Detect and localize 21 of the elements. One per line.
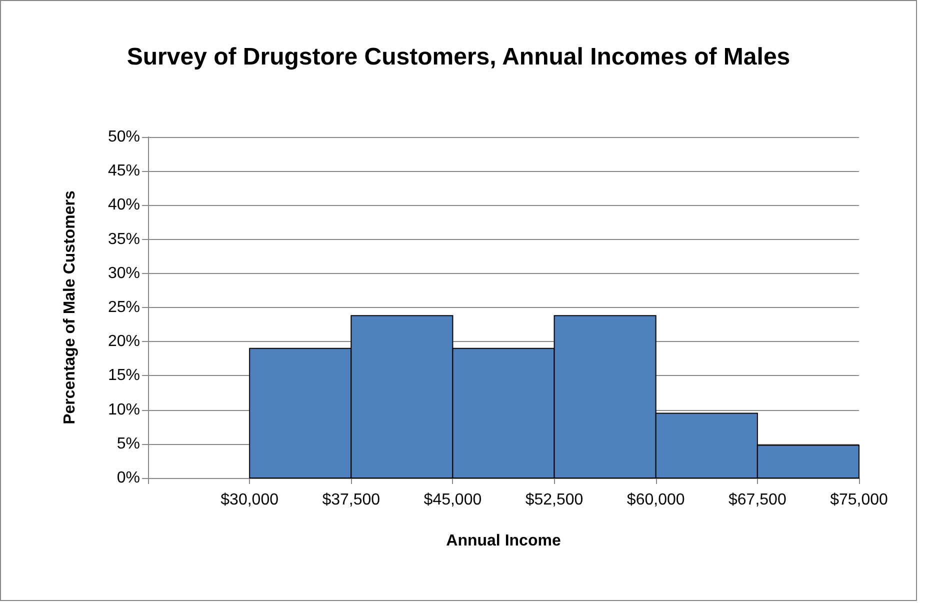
y-tick-label: 45% <box>108 162 140 180</box>
y-tick-label: 40% <box>108 196 140 214</box>
y-tick-label: 5% <box>116 435 140 452</box>
x-tick-label: $60,000 <box>626 492 685 508</box>
y-tick-label: 35% <box>108 230 140 248</box>
y-tick-label: 25% <box>108 299 140 316</box>
y-tick-label: 10% <box>108 401 140 418</box>
y-tick-label: 50% <box>108 128 140 146</box>
x-tick-label: $52,500 <box>525 492 584 508</box>
chart-title: Survey of Drugstore Customers, Annual Incomes of Males <box>126 44 790 70</box>
y-tick-label: 0% <box>116 470 140 486</box>
y-tick-label: 20% <box>108 333 140 350</box>
x-tick-label: $67,500 <box>728 492 786 508</box>
x-tick-label: $75,000 <box>830 492 888 508</box>
x-tick-label: $45,000 <box>424 492 482 508</box>
y-axis-title: Percentage of Male Customers <box>62 190 78 424</box>
x-tick-label: $37,500 <box>322 492 380 508</box>
x-axis-title: Annual Income <box>446 532 561 550</box>
y-tick-label: 30% <box>108 264 140 282</box>
x-tick-label: $30,000 <box>220 492 279 508</box>
y-tick-label: 15% <box>108 367 140 384</box>
